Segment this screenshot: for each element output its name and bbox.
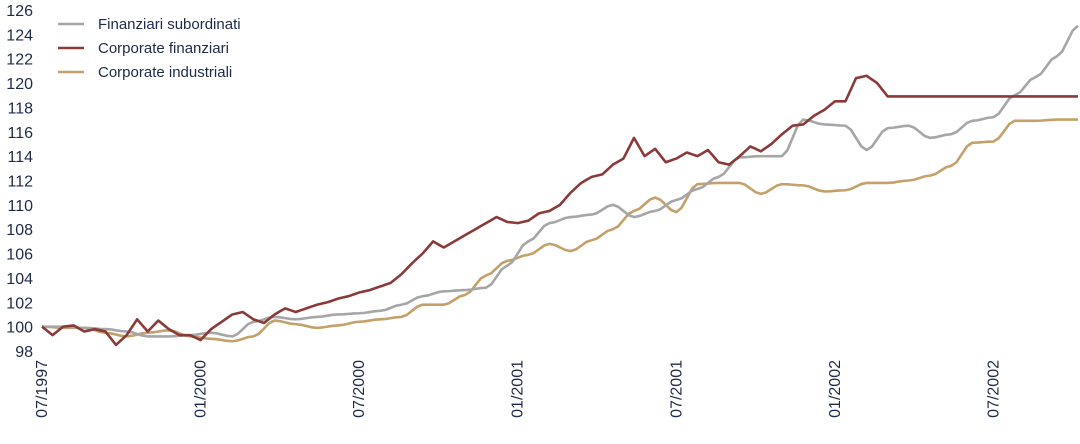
y-tick-label: 108 (6, 222, 33, 239)
y-tick-label: 112 (7, 174, 33, 191)
x-tick-label: 01/2000 (193, 360, 210, 418)
x-tick-label: 07/2002 (985, 360, 1002, 418)
y-tick-label: 124 (6, 27, 33, 44)
series-line-2 (41, 118, 1078, 343)
x-tick-label: 07/2001 (668, 360, 685, 418)
legend: Finanziari subordinati Corporate finanzia… (58, 16, 241, 81)
legend-label: Finanziari subordinati (98, 16, 241, 33)
y-tick-label: 120 (6, 76, 33, 93)
y-tick-label: 110 (7, 198, 33, 215)
x-tick-label: 01/2002 (827, 360, 844, 418)
series-line-0 (42, 24, 1079, 338)
x-tick-label: 07/1997 (34, 360, 51, 418)
y-tick-label: 106 (6, 247, 33, 264)
x-tick-label: 07/2000 (351, 360, 368, 418)
series-line-1 (41, 74, 1078, 347)
series-lines (41, 24, 1079, 347)
x-axis-ticks: 07/1997 01/2000 07/2000 01/2001 07/2001 01/20… (34, 360, 1002, 418)
y-tick-label: 98 (15, 344, 33, 361)
y-axis-ticks: 98 100 102 104 106 108 110 112 114 116 118 120 122 12… (6, 3, 33, 361)
legend-label: Corporate industriali (98, 64, 232, 81)
x-tick-label: 01/2001 (510, 360, 527, 418)
y-tick-label: 116 (7, 125, 33, 142)
legend-label: Corporate finanziari (98, 40, 229, 57)
y-tick-label: 118 (7, 100, 33, 117)
y-tick-label: 100 (6, 320, 33, 337)
y-tick-label: 122 (6, 52, 33, 69)
y-tick-label: 104 (6, 271, 33, 288)
y-tick-label: 102 (6, 295, 33, 312)
y-tick-label: 126 (6, 3, 33, 20)
y-tick-label: 114 (7, 149, 33, 166)
